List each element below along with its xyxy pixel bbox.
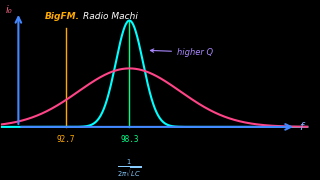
- Text: Radio Machi: Radio Machi: [83, 12, 138, 21]
- Text: 92.7: 92.7: [57, 135, 75, 144]
- Text: $\frac{1}{2\pi\sqrt{LC}}$: $\frac{1}{2\pi\sqrt{LC}}$: [117, 157, 142, 179]
- Text: higher Q: higher Q: [150, 48, 213, 57]
- Text: i₀: i₀: [6, 5, 13, 15]
- Text: BigFM.: BigFM.: [44, 12, 79, 21]
- Text: f: f: [300, 122, 304, 132]
- Text: 98.3: 98.3: [120, 135, 139, 144]
